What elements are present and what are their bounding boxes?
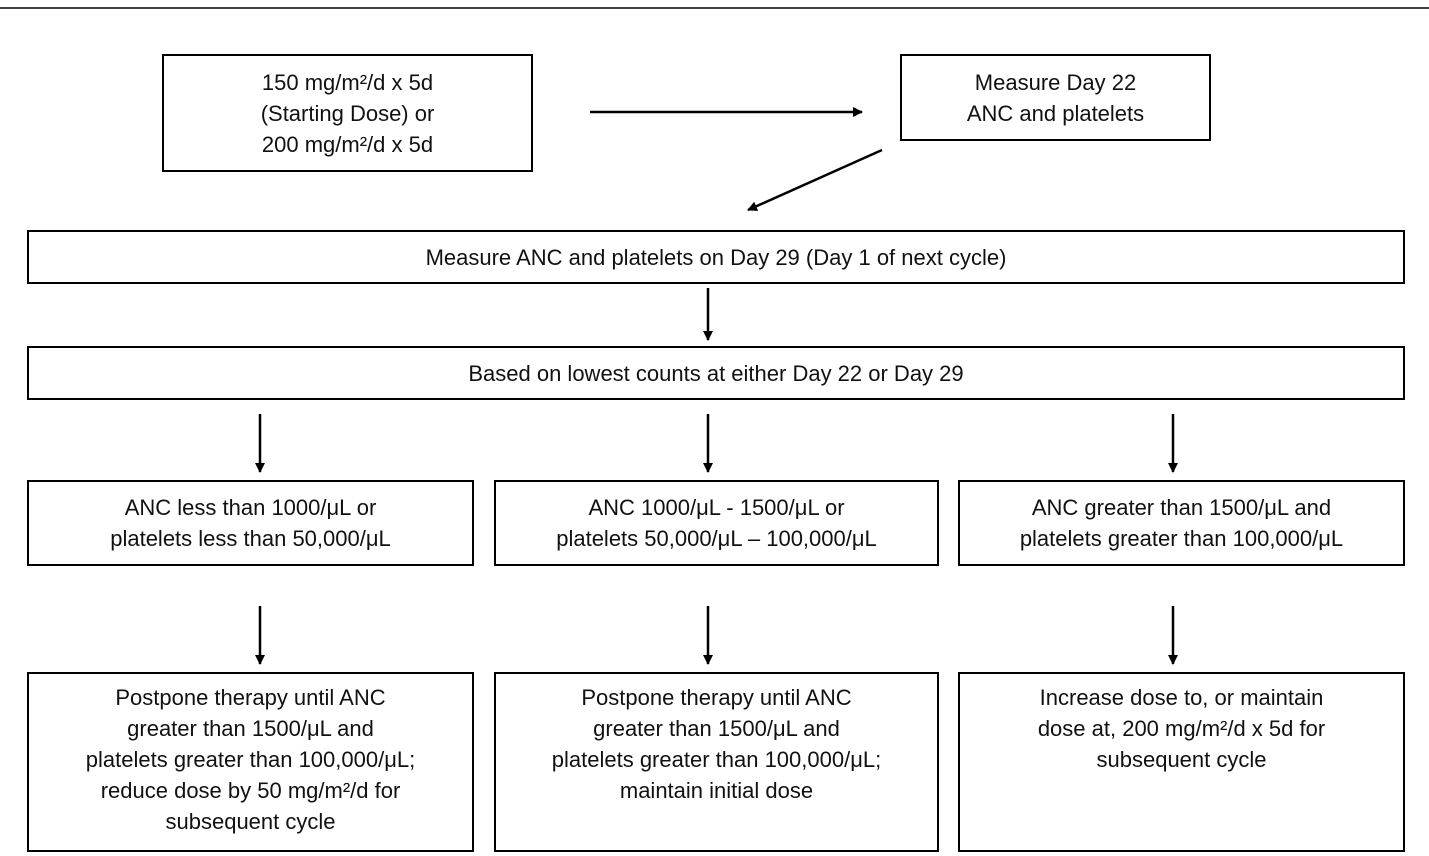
flow-box: ANC greater than 1500/μL and platelets gr… — [958, 480, 1405, 566]
box-text: (Starting Dose) or — [260, 100, 435, 126]
flow-box: Increase dose to, or maintain dose at, 20… — [958, 672, 1405, 852]
box-text: Based on lowest counts at either Day 22 … — [468, 360, 964, 386]
box-text: ANC greater than 1500/μL and — [1031, 495, 1332, 520]
box-text: Increase dose to, or maintain — [1039, 685, 1324, 710]
box-text: ANC less than 1000/μL or — [124, 495, 377, 520]
box-text: Postpone therapy until ANC — [115, 685, 386, 710]
box-text: dose at, 200 mg/m²/d x 5d for — [1037, 716, 1326, 741]
flow-box: ANC 1000/μL - 1500/μL or platelets 50,000… — [494, 480, 939, 566]
box-text: Postpone therapy until ANC — [581, 685, 852, 710]
box-text: ANC 1000/μL - 1500/μL or — [588, 495, 845, 520]
box-text: platelets less than 50,000/μL — [110, 526, 391, 551]
box-text: Measure Day 22 — [974, 69, 1137, 95]
box-text: platelets greater than 100,000/μL; — [85, 747, 416, 772]
flow-box: 150 mg/m²/d x 5d (Starting Dose) or 200 mg… — [162, 54, 533, 172]
box-text: Measure ANC and platelets on Day 29 (Day… — [425, 244, 1007, 270]
box-text: subsequent cycle — [165, 809, 336, 834]
flow-box: Measure Day 22 ANC and platelets — [900, 54, 1211, 141]
flow-box: Measure ANC and platelets on Day 29 (Day… — [27, 230, 1405, 284]
flow-box: Postpone therapy until ANC greater than 1… — [27, 672, 474, 852]
box-text: platelets 50,000/μL – 100,000/μL — [556, 526, 877, 551]
box-text: greater than 1500/μL and — [593, 716, 840, 741]
box-text: reduce dose by 50 mg/m²/d for — [100, 778, 401, 803]
arrows — [255, 107, 1178, 665]
flow-box: Postpone therapy until ANC greater than 1… — [494, 672, 939, 852]
box-text: 200 mg/m²/d x 5d — [261, 131, 434, 157]
box-text: platelets greater than 100,000/μL; — [551, 747, 882, 772]
box-text: ANC and platelets — [966, 100, 1145, 126]
box-text: platelets greater than 100,000/μL — [1019, 526, 1344, 551]
box-text: greater than 1500/μL and — [127, 716, 374, 741]
box-text: maintain initial dose — [619, 778, 814, 803]
box-text: 150 mg/m²/d x 5d — [261, 69, 434, 95]
box-text: subsequent cycle — [1096, 747, 1267, 772]
flow-box: Based on lowest counts at either Day 22 … — [27, 346, 1405, 400]
flow-box: ANC less than 1000/μL or platelets less t… — [27, 480, 474, 566]
